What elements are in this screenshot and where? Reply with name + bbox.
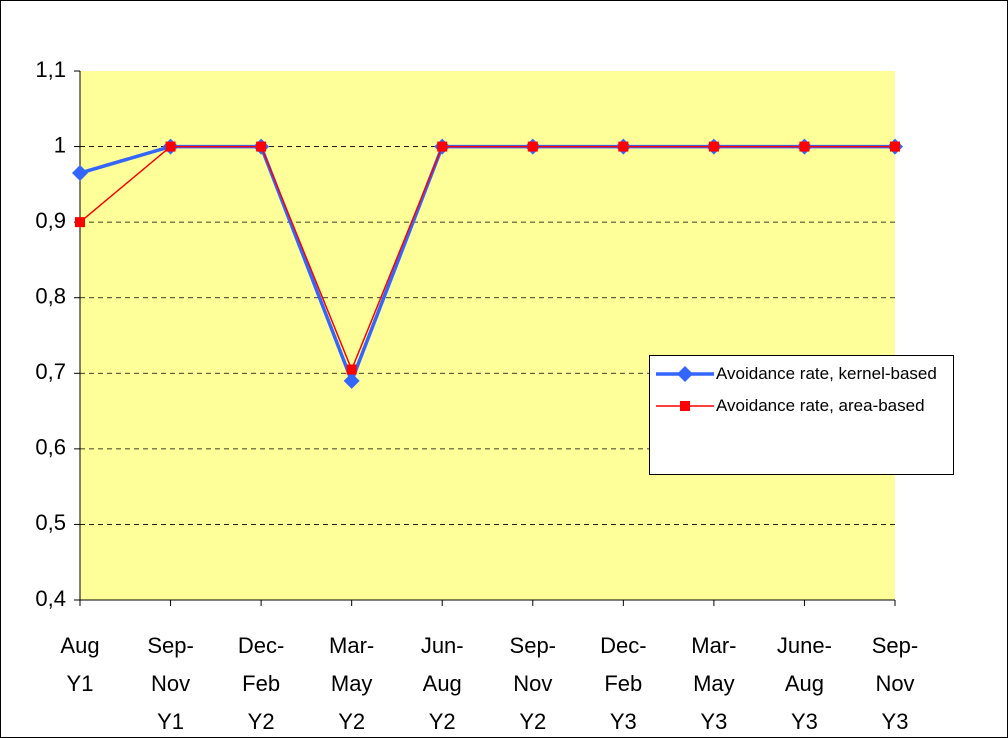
- y-tick-label: 0,6: [35, 435, 66, 460]
- x-tick-label: Y2: [248, 709, 275, 734]
- x-tick-label: Nov: [151, 671, 190, 696]
- marker: [890, 141, 900, 152]
- marker: [708, 141, 719, 152]
- legend-icon: [656, 401, 714, 411]
- legend-entry: Avoidance rate, area-based: [654, 394, 949, 418]
- legend-label: Avoidance rate, area-based: [716, 396, 925, 415]
- marker: [437, 141, 448, 152]
- marker: [680, 401, 690, 411]
- marker: [72, 165, 88, 182]
- x-tick-label: Y1: [157, 709, 184, 734]
- x-tick-label: Y2: [519, 709, 546, 734]
- x-tick-label: June-: [777, 633, 832, 658]
- marker: [618, 141, 629, 152]
- y-tick-label: 0,4: [35, 586, 66, 611]
- marker: [343, 372, 360, 389]
- marker: [799, 141, 810, 152]
- legend-label: Avoidance rate, kernel-based: [716, 364, 937, 383]
- x-tick-label: Mar-: [691, 633, 736, 658]
- legend: Avoidance rate, kernel-based Avoidance ra…: [649, 355, 954, 475]
- x-tick-label: Sep-: [147, 633, 193, 658]
- y-tick-label: 0,9: [35, 208, 66, 233]
- x-tick-label: Dec-: [238, 633, 284, 658]
- x-tick-label: Feb: [604, 671, 642, 696]
- x-tick-label: Y2: [429, 709, 456, 734]
- y-tick-label: 0,7: [35, 359, 66, 384]
- x-tick-label: Nov: [513, 671, 552, 696]
- x-tick-label: Feb: [242, 671, 280, 696]
- x-tick-label: May: [693, 671, 735, 696]
- legend-icon: [656, 366, 714, 382]
- x-tick-label: Dec-: [600, 633, 646, 658]
- x-tick-label: Y1: [67, 671, 94, 696]
- x-tick-label: Nov: [875, 671, 914, 696]
- series-line: [79, 145, 895, 372]
- x-tick-label: Sep-: [872, 633, 918, 658]
- y-tick-label: 1,1: [35, 57, 66, 82]
- x-tick-label: Jun-: [421, 633, 464, 658]
- marker: [677, 366, 693, 382]
- marker: [256, 141, 267, 152]
- x-tick-label: Aug: [785, 671, 824, 696]
- plot-area: [80, 71, 895, 600]
- y-tick-label: 0,8: [35, 284, 66, 309]
- x-tick-label: Sep-: [510, 633, 556, 658]
- x-tick-label: Aug: [423, 671, 462, 696]
- legend-entry: Avoidance rate, kernel-based: [654, 362, 949, 386]
- marker: [527, 141, 538, 152]
- x-tick-label: Y3: [882, 709, 909, 734]
- marker: [346, 364, 357, 375]
- y-tick-label: 0,5: [35, 510, 66, 535]
- x-tick-label: May: [331, 671, 373, 696]
- marker: [165, 141, 176, 152]
- x-tick-label: Mar-: [329, 633, 374, 658]
- x-tick-label: Y3: [610, 709, 637, 734]
- marker: [75, 217, 85, 228]
- x-tick-label: Y3: [791, 709, 818, 734]
- x-tick-label: Y2: [338, 709, 365, 734]
- x-tick-label: Y3: [700, 709, 727, 734]
- y-tick-label: 1: [54, 132, 66, 157]
- x-tick-label: Aug: [60, 633, 99, 658]
